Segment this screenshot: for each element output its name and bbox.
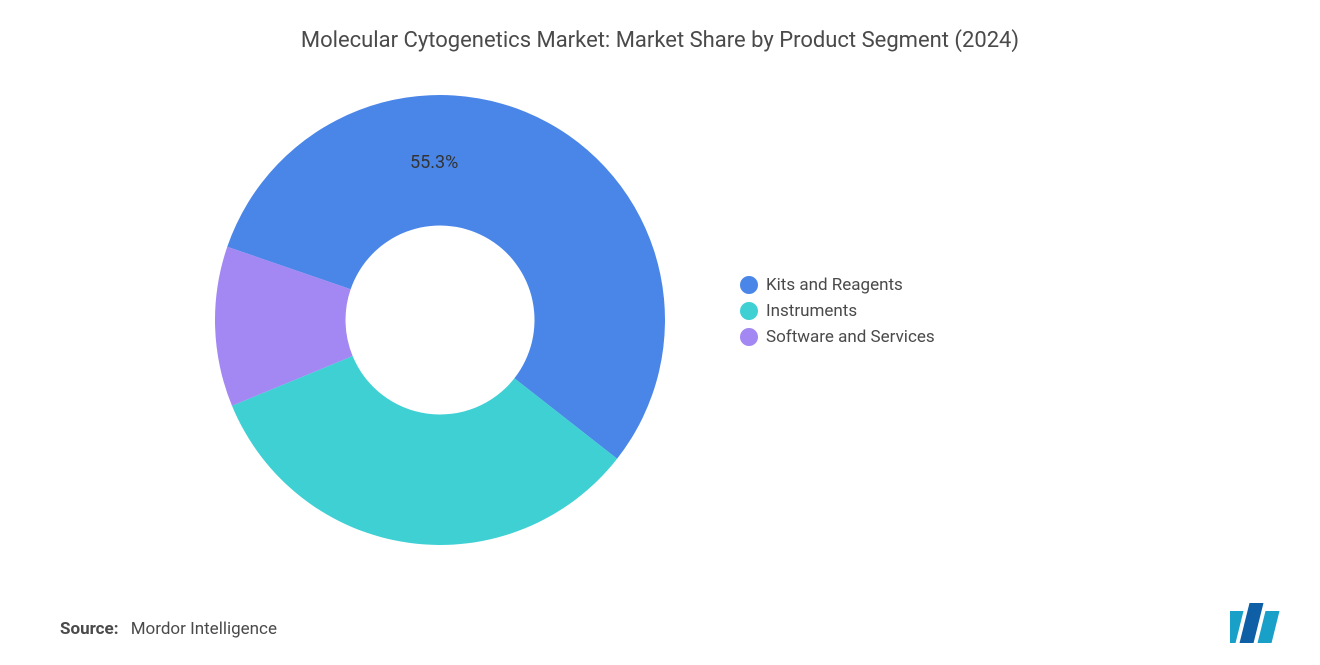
source-text: Mordor Intelligence xyxy=(131,619,277,639)
legend-swatch xyxy=(740,276,758,294)
legend-label: Software and Services xyxy=(766,327,935,347)
legend-label: Kits and Reagents xyxy=(766,275,903,295)
legend-item: Software and Services xyxy=(740,327,935,347)
legend-label: Instruments xyxy=(766,301,857,321)
legend-item: Instruments xyxy=(740,301,935,321)
legend-item: Kits and Reagents xyxy=(740,275,935,295)
legend: Kits and Reagents Instruments Software and… xyxy=(740,275,935,353)
slice-label: 55.3% xyxy=(410,152,458,173)
legend-swatch xyxy=(740,302,758,320)
source-line: Source: Mordor Intelligence xyxy=(60,619,277,639)
chart-title: Molecular Cytogenetics Market: Market Sh… xyxy=(0,0,1320,53)
donut-chart: 55.3% xyxy=(210,90,670,550)
brand-logo xyxy=(1230,601,1290,643)
legend-swatch xyxy=(740,328,758,346)
source-label: Source: xyxy=(60,619,118,639)
